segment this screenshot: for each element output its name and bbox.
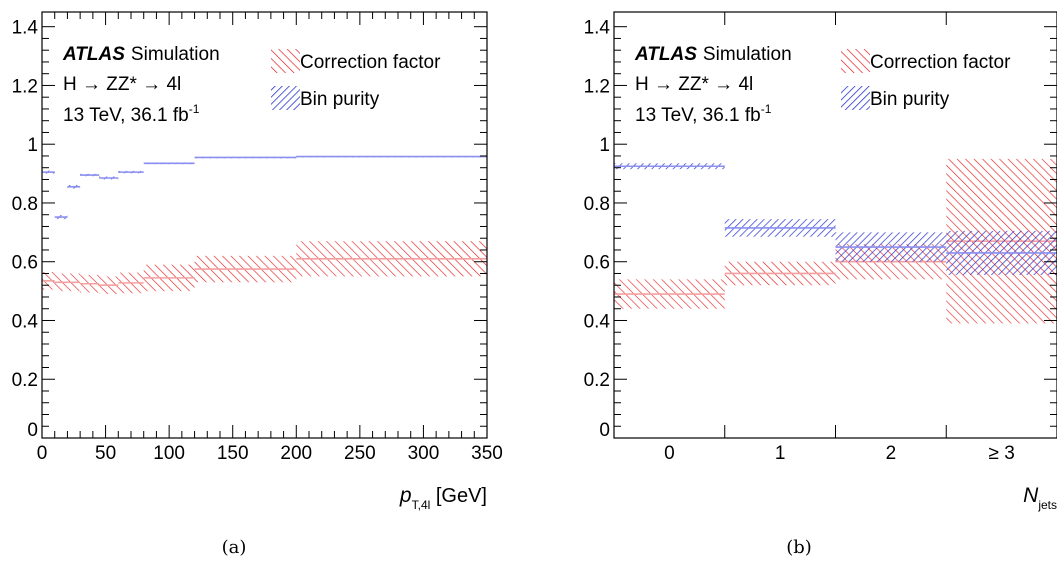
panel-b: 0 0.2 0.4 0.6 0.8 1 1.2 1.4 0 1 2 ≥ 3 Njets ATLAS Simu…: [584, 11, 1057, 558]
bin-purity-bin: [118, 170, 144, 174]
process-label: H → ZZ* → 4l: [63, 74, 181, 95]
bin-purity-bin: [99, 176, 119, 180]
bin-purity-bin: [946, 230, 1057, 275]
legend-entry: Bin purity: [841, 86, 950, 110]
bin-purity-bin: [67, 185, 81, 189]
correction-factor-bin: [80, 274, 100, 293]
y-tick-label: 0.6: [584, 253, 610, 274]
panel-a: 0 0.2 0.4 0.6 0.8 1 1.2 1.4 0 50 100 150 200 250 300 35…: [12, 11, 503, 558]
y-tick-label: 1: [599, 135, 610, 156]
x-tick-label: 0: [37, 443, 48, 464]
x-tick-label: 150: [217, 443, 249, 464]
y-tick-label: 1.2: [584, 76, 610, 97]
y-tick-label: 1: [27, 135, 38, 156]
atlas-experiment: ATLAS: [62, 44, 125, 65]
correction-factor-bin: [296, 241, 487, 277]
legend-label: Correction factor: [870, 52, 1011, 73]
bin-purity-bin: [614, 163, 725, 170]
x-category-label: 1: [775, 443, 786, 464]
y-tick-label: 0.4: [584, 311, 611, 332]
y-tick-label: 1.2: [12, 76, 38, 97]
bin-purity-bin: [724, 219, 836, 237]
process-label: H → ZZ* → 4l: [635, 74, 753, 95]
legend-label: Correction factor: [300, 52, 441, 73]
x-axis-title-unit: [GeV]: [430, 485, 487, 507]
y-tick-label: 0.8: [584, 194, 610, 215]
bin-purity-bin: [194, 156, 297, 159]
x-tick-label: 300: [408, 443, 440, 464]
legend-entry: Correction factor: [271, 49, 441, 73]
lumi-exponent: -1: [189, 102, 200, 116]
correction-factor-bin: [67, 273, 81, 292]
bin-purity-bin: [80, 173, 100, 177]
y-tick-label: 0.2: [584, 370, 610, 391]
energy-lumi-label: 13 TeV, 36.1 fb-1: [63, 102, 200, 126]
atlas-status: Simulation: [703, 44, 792, 65]
atlas-status: Simulation: [131, 44, 220, 65]
atlas-label: ATLAS Simulation: [62, 44, 220, 65]
bin-purity-bin: [296, 155, 487, 158]
y-tick-label: 0.4: [12, 311, 39, 332]
x-tick-label: 100: [153, 443, 185, 464]
plot-frame: [41, 11, 488, 439]
bin-purity-bin: [835, 232, 947, 262]
bin-purity-bin: [54, 215, 68, 220]
x-category-label: ≥ 3: [988, 443, 1014, 464]
correction-factor-bin: [614, 279, 725, 309]
correction-factor-bin: [42, 272, 55, 290]
legend-swatch-bin-purity: [841, 86, 870, 110]
lumi-exponent: -1: [761, 102, 772, 116]
y-tick-label: 0: [599, 420, 610, 441]
correction-factor-bin: [54, 273, 68, 292]
atlas-label: ATLAS Simulation: [634, 44, 792, 65]
x-category-label: 2: [886, 443, 897, 464]
x-category-label: 0: [664, 443, 675, 464]
atlas-experiment: ATLAS: [634, 44, 697, 65]
y-tick-label: 0.6: [12, 253, 38, 274]
y-tick-label: 0.2: [12, 370, 38, 391]
legend-swatch-correction-factor: [271, 49, 300, 73]
legend-entry: Correction factor: [841, 49, 1011, 73]
correction-factor-bin: [143, 264, 195, 292]
energy-lumi-label: 13 TeV, 36.1 fb-1: [635, 102, 772, 126]
legend-label: Bin purity: [870, 89, 950, 110]
correction-factor-bin: [118, 272, 144, 294]
y-tick-label: 1.4: [12, 18, 39, 39]
legend-swatch-correction-factor: [841, 49, 870, 73]
y-tick-label: 0: [27, 420, 38, 441]
correction-factor-bin: [724, 261, 836, 286]
legend-entry: Bin purity: [271, 86, 380, 110]
x-tick-label: 350: [471, 443, 503, 464]
legend-label: Bin purity: [300, 89, 380, 110]
x-axis-title: pT,4l [GeV]: [399, 484, 487, 512]
x-axis-title-main: N: [1023, 484, 1039, 507]
energy-lumi-text: 13 TeV, 36.1 fb: [63, 105, 189, 126]
bin-purity-bin: [143, 162, 195, 165]
x-tick-label: 50: [95, 443, 116, 464]
legend-swatch-bin-purity: [271, 86, 300, 110]
y-tick-label: 1.4: [584, 18, 611, 39]
bin-purity-bin: [42, 170, 55, 174]
x-tick-label: 250: [344, 443, 376, 464]
x-tick-label: 200: [280, 443, 312, 464]
correction-factor-bin: [194, 255, 297, 283]
y-tick-label: 0.8: [12, 194, 38, 215]
x-axis-title: Njets: [1023, 484, 1057, 512]
x-axis-title-main: p: [399, 484, 412, 507]
x-axis-title-subscript: T,4l: [412, 498, 431, 512]
energy-lumi-text: 13 TeV, 36.1 fb: [635, 105, 761, 126]
panel-caption: (a): [222, 537, 247, 558]
correction-factor-bin: [99, 276, 119, 295]
panel-caption: (b): [786, 537, 812, 558]
x-axis-title-subscript: jets: [1037, 498, 1057, 512]
